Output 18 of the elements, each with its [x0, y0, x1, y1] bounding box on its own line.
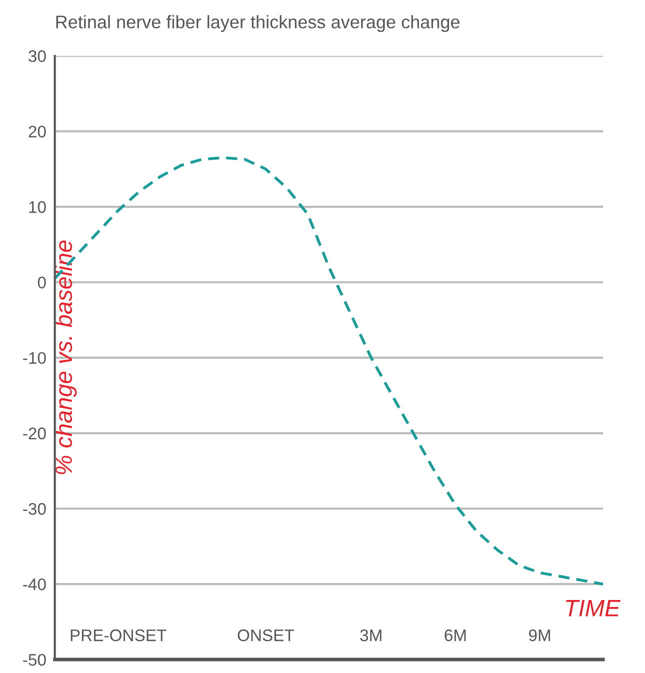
y-tick-label: 0 [38, 276, 46, 288]
y-tick-label: 30 [28, 50, 46, 62]
x-tick-label: ONSET [238, 629, 294, 642]
x-tick-label: PRE-ONSET [70, 629, 166, 642]
x-tick-label: 6M [444, 629, 466, 642]
x-axis-title: TIME [566, 600, 621, 616]
y-tick-label: -10 [23, 352, 46, 364]
y-tick-label: -40 [23, 578, 46, 590]
line-series [54, 156, 604, 586]
y-tick-label: -50 [23, 654, 46, 666]
y-tick-label: -20 [23, 428, 46, 440]
x-tick-label: 9M [529, 629, 550, 642]
y-tick-label: 20 [28, 126, 46, 138]
x-tick-label: 3M [360, 629, 382, 642]
chart-title: Retinal nerve fiber layer thickness average change [56, 15, 460, 32]
y-axis-title: % change vs. baseline [54, 240, 77, 474]
y-tick-label: 10 [29, 201, 46, 213]
y-tick-label: -30 [23, 503, 46, 515]
